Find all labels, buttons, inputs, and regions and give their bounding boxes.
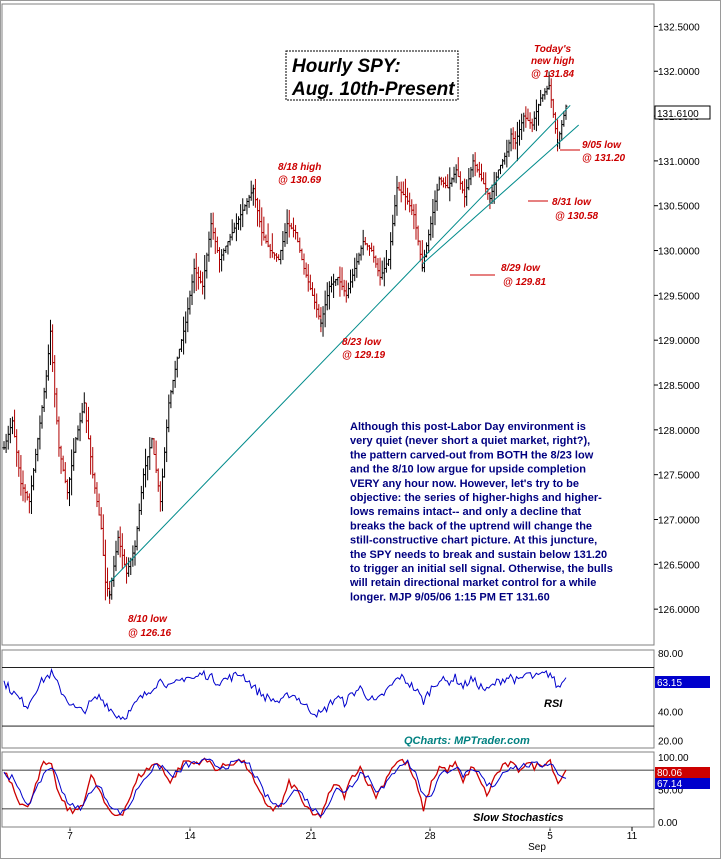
price-panel: 132.5000132.0000131.5000131.0000130.5000… xyxy=(1,3,711,646)
commentary-line: the SPY needs to break and sustain below… xyxy=(350,549,607,561)
annotation-line: new high xyxy=(531,56,574,67)
trendline xyxy=(421,124,580,265)
rsi-tick-label: 20.00 xyxy=(658,737,683,748)
commentary-line: Although this post-Labor Day environment… xyxy=(350,421,586,433)
annotation-line: 8/31 low xyxy=(552,197,592,208)
stochastics-tick-label: 100.00 xyxy=(658,753,689,764)
annotation-line: @ 126.16 xyxy=(128,628,172,639)
annotation-line: 8/18 high xyxy=(278,162,321,173)
stochastics-guide-lines xyxy=(2,769,654,810)
x-tick-label: 21 xyxy=(305,831,317,842)
annotation-line: Today's xyxy=(534,44,571,55)
annotation-line: 9/05 low xyxy=(582,140,622,151)
commentary-line: longer. MJP 9/05/06 1:15 PM ET 131.60 xyxy=(350,591,550,603)
commentary-line: still-constructive chart picture. At thi… xyxy=(350,535,597,547)
price-plot-area xyxy=(1,3,655,646)
rsi-tick-label: 80.00 xyxy=(658,649,683,660)
stochastics-value-badges: 80.06 67.14 xyxy=(655,767,710,790)
x-tick-month-label: Sep xyxy=(528,842,546,853)
last-price-label: 131.6100 xyxy=(657,109,699,120)
annotation-0818-high: 8/18 high @ 130.69 xyxy=(278,162,322,186)
price-tick-label: 132.5000 xyxy=(658,22,700,33)
x-tick-label: 5 xyxy=(547,831,553,842)
annotation-line: 8/23 low xyxy=(342,337,382,348)
last-price-badge: 131.6100 xyxy=(654,105,711,120)
price-tick-label: 130.5000 xyxy=(658,202,700,213)
price-tick-label: 126.0000 xyxy=(658,605,700,616)
rsi-last-value: 63.15 xyxy=(657,678,682,689)
price-tick-label: 131.0000 xyxy=(658,157,700,168)
commentary-text: Although this post-Labor Day environment… xyxy=(349,421,613,603)
commentary-line: will retain directional market control f… xyxy=(349,577,596,589)
annotation-line: @ 130.58 xyxy=(555,211,599,222)
stochastics-axis-ticks: 100.00 50.00 0.00 xyxy=(658,753,689,829)
commentary-line: objective: the series of higher-highs an… xyxy=(350,492,602,504)
trendlines xyxy=(109,104,580,583)
chart-title-line-2: Aug. 10th-Present xyxy=(291,79,455,100)
commentary-line: to trigger an initial sell signal. Other… xyxy=(350,563,613,575)
rsi-value-badge: 63.15 xyxy=(655,676,710,689)
price-tick-label: 128.5000 xyxy=(658,381,700,392)
ohlc-bar xyxy=(564,104,568,120)
annotation-line: @ 129.81 xyxy=(503,277,547,288)
commentary-line: VERY any hour now. However, let's try to… xyxy=(350,478,579,490)
annotation-line: @ 131.84 xyxy=(531,69,575,80)
price-tick-label: 128.0000 xyxy=(658,426,700,437)
annotation-line: @ 130.69 xyxy=(278,175,322,186)
rsi-line xyxy=(3,667,567,721)
annotation-0905-low: 9/05 low @ 131.20 xyxy=(560,140,626,164)
price-tick-label: 129.0000 xyxy=(658,336,700,347)
annotation-0823-low: 8/23 low @ 129.19 xyxy=(342,337,386,361)
commentary-line: and the 8/10 low argue for upside comple… xyxy=(350,464,586,476)
stochastics-tick-label: 0.00 xyxy=(658,818,678,829)
rsi-tick-label: 40.00 xyxy=(658,707,683,718)
rsi-guide-lines xyxy=(2,667,654,727)
annotation-todays-high: Today's new high @ 131.84 xyxy=(531,44,575,80)
price-tick-label: 132.0000 xyxy=(658,67,700,78)
commentary-line: the pattern carved-out from BOTH the 8/2… xyxy=(350,449,594,461)
annotation-0829-low: 8/29 low @ 129.81 xyxy=(470,263,547,288)
annotation-line: 8/29 low xyxy=(501,263,541,274)
x-tick-label: 11 xyxy=(627,831,638,842)
x-tick-label: 7 xyxy=(67,831,73,842)
price-bars xyxy=(2,71,568,604)
chart-credit: QCharts: MPTrader.com xyxy=(404,735,530,747)
stochastics-label: Slow Stochastics xyxy=(473,812,563,824)
stochastics-tick-label: 50.00 xyxy=(658,786,683,797)
chart-title-line-1: Hourly SPY: xyxy=(292,56,401,77)
x-tick-label: 14 xyxy=(184,831,196,842)
price-tick-label: 129.5000 xyxy=(658,291,700,302)
stochastics-panel: 100.00 50.00 0.00 80.06 67.14 Slow Stochas… xyxy=(1,751,710,829)
commentary-line: breaks the back of the uptrend will chan… xyxy=(350,520,592,532)
price-tick-label: 126.5000 xyxy=(658,560,700,571)
annotation-line: @ 129.19 xyxy=(342,350,386,361)
stochastics-k-line xyxy=(3,757,567,819)
commentary-line: lows remains intact-- and only a decline… xyxy=(350,506,581,518)
stochastics-d-line xyxy=(3,758,567,818)
price-tick-label: 127.0000 xyxy=(658,515,700,526)
x-tick-label: 28 xyxy=(424,831,436,842)
price-tick-label: 130.0000 xyxy=(658,247,700,258)
commentary-line: very quiet (never short a quiet market, … xyxy=(350,435,590,447)
x-axis: 7 14 21 28 5 11 Sep xyxy=(2,826,654,853)
annotation-0810-low: 8/10 low @ 126.16 xyxy=(128,614,172,639)
annotation-line: @ 131.20 xyxy=(582,153,626,164)
stochastics-k-last-value: 80.06 xyxy=(657,768,682,779)
rsi-plot-area xyxy=(1,649,655,749)
annotation-line: 8/10 low xyxy=(128,614,168,625)
trendline xyxy=(109,104,571,583)
chart-title-box: Hourly SPY: Aug. 10th-Present xyxy=(285,50,459,101)
rsi-label: RSI xyxy=(544,698,563,710)
stochastics-d-last-value: 67.14 xyxy=(657,779,682,790)
annotation-0831-low: 8/31 low @ 130.58 xyxy=(528,197,599,222)
price-tick-label: 127.5000 xyxy=(658,471,700,482)
